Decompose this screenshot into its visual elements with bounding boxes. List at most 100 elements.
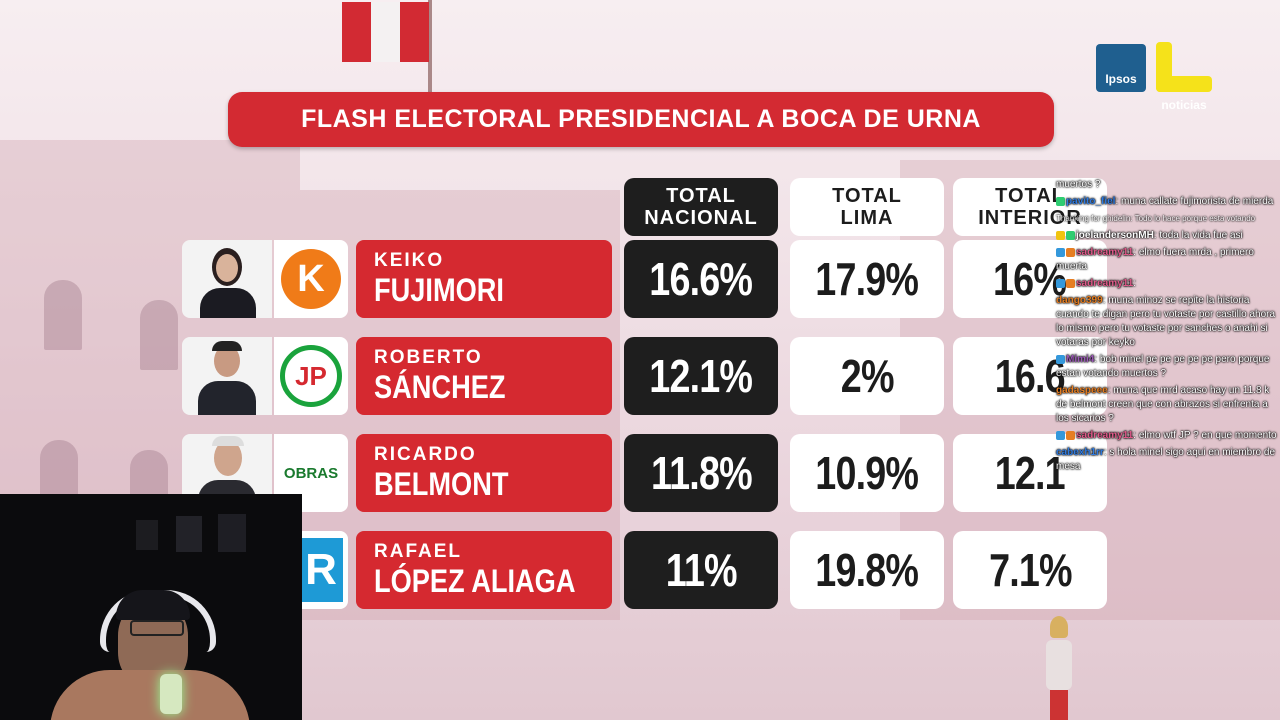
- chat-message: pavito_fiel: muna callate fujimorista de…: [1056, 195, 1278, 209]
- badge-icon: [1066, 430, 1075, 440]
- candidate-last-name: FUJIMORI: [374, 272, 504, 308]
- chat-text: muertos ?: [1056, 179, 1101, 190]
- value: 2%: [840, 350, 895, 402]
- webcam-overlay: [0, 494, 302, 720]
- header-total-lima: TOTAL LIMA: [790, 178, 944, 236]
- stream-chat: muertos ? pavito_fiel: muna callate fuji…: [1056, 178, 1278, 477]
- party-logo-juntos-peru: JP: [274, 337, 348, 415]
- candidate-name-belmont: RICARDO BELMONT: [356, 434, 612, 512]
- chat-message: sadreamy11:: [1056, 277, 1278, 291]
- microphone-icon: [160, 674, 182, 714]
- chat-user[interactable]: sadreamy11: [1076, 430, 1134, 441]
- lopez-aliaga-interior: 7.1%: [953, 531, 1107, 609]
- peru-flag: [342, 2, 430, 62]
- badge-icon: [1056, 230, 1065, 240]
- lopez-aliaga-nacional: 11%: [624, 531, 778, 609]
- chat-text: : muna callate fujimorista de mierda: [1115, 196, 1274, 207]
- chat-message: joelandersonMH: toda la vida fue asi: [1056, 229, 1278, 243]
- candidate-photo-fujimori: [182, 240, 272, 318]
- chat-message: sadreamy11: elmo wtf JP ? en que momento: [1056, 429, 1278, 443]
- glasses-icon: [130, 620, 184, 636]
- k-icon: K: [281, 249, 341, 309]
- streamer-hair: [116, 590, 190, 620]
- badge-icon: [1056, 196, 1065, 206]
- poster: [176, 516, 202, 552]
- badge-icon: [1056, 247, 1065, 257]
- candidate-name-fujimori: KEIKO FUJIMORI: [356, 240, 612, 318]
- sanchez-nacional: 12.1%: [624, 337, 778, 415]
- chat-user[interactable]: cabexh1rr: [1056, 447, 1104, 458]
- candidate-last-name: SÁNCHEZ: [374, 369, 506, 405]
- chat-user[interactable]: dango399: [1056, 295, 1103, 306]
- header-line2: LIMA: [840, 207, 894, 229]
- candidate-first-name: ROBERTO: [374, 347, 483, 368]
- badge-icon: [1066, 247, 1075, 257]
- obras-icon: OBRAS: [283, 464, 339, 482]
- lopez-aliaga-lima: 19.8%: [790, 531, 944, 609]
- poster: [218, 514, 246, 552]
- belmont-interior: 12.1: [953, 434, 1107, 512]
- badge-icon: [1056, 430, 1065, 440]
- value: 12.1: [994, 447, 1066, 499]
- chat-message: cabexh1rr: s hola minel sigo aqui en mie…: [1056, 446, 1278, 474]
- party-logo-fuerza-popular: K: [274, 240, 348, 318]
- chat-user[interactable]: pavito_fiel: [1066, 196, 1116, 207]
- fujimori-interior: 16%: [953, 240, 1107, 318]
- candidate-name-sanchez: ROBERTO SÁNCHEZ: [356, 337, 612, 415]
- fujimori-nacional: 16.6%: [624, 240, 778, 318]
- candidate-last-name: LÓPEZ ALIAGA: [374, 563, 576, 599]
- chat-user[interactable]: gadaspeee: [1056, 385, 1108, 396]
- chat-text: : muna que mrd acaso hay un 11.8 k de be…: [1056, 385, 1270, 424]
- chat-text: :: [1133, 278, 1137, 289]
- party-logo-obras: OBRAS: [274, 434, 348, 512]
- chat-message: dango399: muna minoz se repite la histor…: [1056, 294, 1278, 350]
- chat-text: : elmo fuera mrda , primero muerta: [1056, 247, 1254, 272]
- chat-text: : bob minel pe pe pe pe pe pero porque e…: [1056, 354, 1270, 379]
- flag-pole: [428, 0, 432, 100]
- jp-icon: JP: [280, 345, 342, 407]
- candidate-last-name: BELMONT: [374, 466, 509, 502]
- value: 12.1%: [649, 350, 754, 402]
- header-line2: NACIONAL: [644, 207, 758, 229]
- chat-message: gadaspeee: muna que mrd acaso hay un 11.…: [1056, 384, 1278, 426]
- chat-user[interactable]: Mimi4: [1066, 354, 1095, 365]
- ipsos-logo-text: Ipsos: [1105, 72, 1137, 86]
- candidate-first-name: RICARDO: [374, 444, 477, 465]
- chat-user[interactable]: sadreamy11: [1076, 278, 1134, 289]
- value: 11.8%: [650, 447, 753, 499]
- poster: [136, 520, 158, 550]
- latina-noticias-logo: noticias: [1154, 42, 1214, 114]
- value: 16.6%: [649, 253, 754, 305]
- fujimori-lima: 17.9%: [790, 240, 944, 318]
- chat-text: Thanking for ghidelin: Todo lo hace porq…: [1056, 214, 1256, 223]
- belmont-nacional: 11.8%: [624, 434, 778, 512]
- value: 11%: [665, 544, 738, 596]
- sanchez-interior: 16.6: [953, 337, 1107, 415]
- header-line1: TOTAL: [666, 185, 736, 207]
- chat-message: Thanking for ghidelin: Todo lo hace porq…: [1056, 212, 1278, 226]
- chat-text: : toda la vida fue asi: [1153, 230, 1243, 241]
- header-line2: INTERIOR: [978, 207, 1082, 229]
- badge-icon: [1056, 278, 1065, 288]
- news-label: noticias: [1161, 98, 1207, 112]
- header-line1: TOTAL: [832, 185, 902, 207]
- badge-icon: [1056, 354, 1065, 364]
- chat-message: sadreamy11: elmo fuera mrda , primero mu…: [1056, 246, 1278, 274]
- r-icon: R: [299, 538, 343, 602]
- chat-user[interactable]: sadreamy11: [1076, 247, 1134, 258]
- chat-message: Mimi4: bob minel pe pe pe pe pe pero por…: [1056, 353, 1278, 381]
- streamer-body: [50, 670, 250, 720]
- candidate-name-lopez-aliaga: RAFAEL LÓPEZ ALIAGA: [356, 531, 612, 609]
- candidate-photo-sanchez: [182, 337, 272, 415]
- header-total-nacional: TOTAL NACIONAL: [624, 178, 778, 236]
- badge-icon: [1066, 230, 1075, 240]
- chat-message: muertos ?: [1056, 178, 1278, 192]
- chat-text: : elmo wtf JP ? en que momento: [1133, 430, 1277, 441]
- ipsos-logo: Ipsos: [1096, 44, 1146, 92]
- badge-icon: [1066, 278, 1075, 288]
- value: 16.6: [994, 350, 1066, 402]
- chat-text: : s hola minel sigo aqui en miembro de m…: [1056, 447, 1276, 472]
- chat-user[interactable]: joelandersonMH: [1076, 230, 1154, 241]
- value: 17.9%: [815, 253, 920, 305]
- candidate-first-name: KEIKO: [374, 250, 445, 271]
